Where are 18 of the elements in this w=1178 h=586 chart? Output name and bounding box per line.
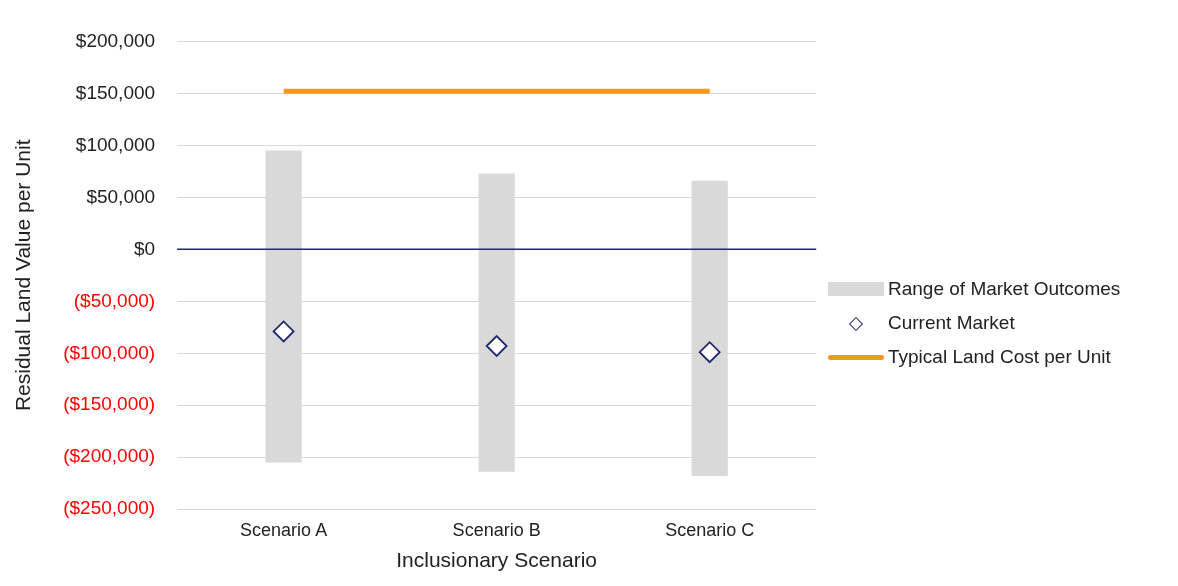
y-tick-label: ($150,000) [63,393,156,415]
legend-label: Range of Market Outcomes [888,278,1121,300]
x-tick-label: Scenario B [452,519,541,540]
x-tick-label: Scenario C [665,519,755,540]
y-tick-label: $100,000 [75,133,156,155]
y-tick-label: $200,000 [75,29,156,51]
y-tick-label: $0 [133,237,156,259]
y-tick-label: ($250,000) [63,497,156,519]
legend-label: Current Market [888,312,1015,334]
y-axis-title: Residual Land Value per Unit [11,139,35,412]
y-tick-label: ($50,000) [73,289,156,311]
x-tick-label: Scenario A [240,519,328,540]
x-axis-title: Inclusionary Scenario [396,548,598,572]
y-tick-label: $50,000 [86,185,156,207]
y-tick-label: ($200,000) [63,445,156,467]
y-tick-label: $150,000 [75,81,156,103]
y-tick-label: ($100,000) [63,341,156,363]
legend-label: Typical Land Cost per Unit [888,346,1111,368]
